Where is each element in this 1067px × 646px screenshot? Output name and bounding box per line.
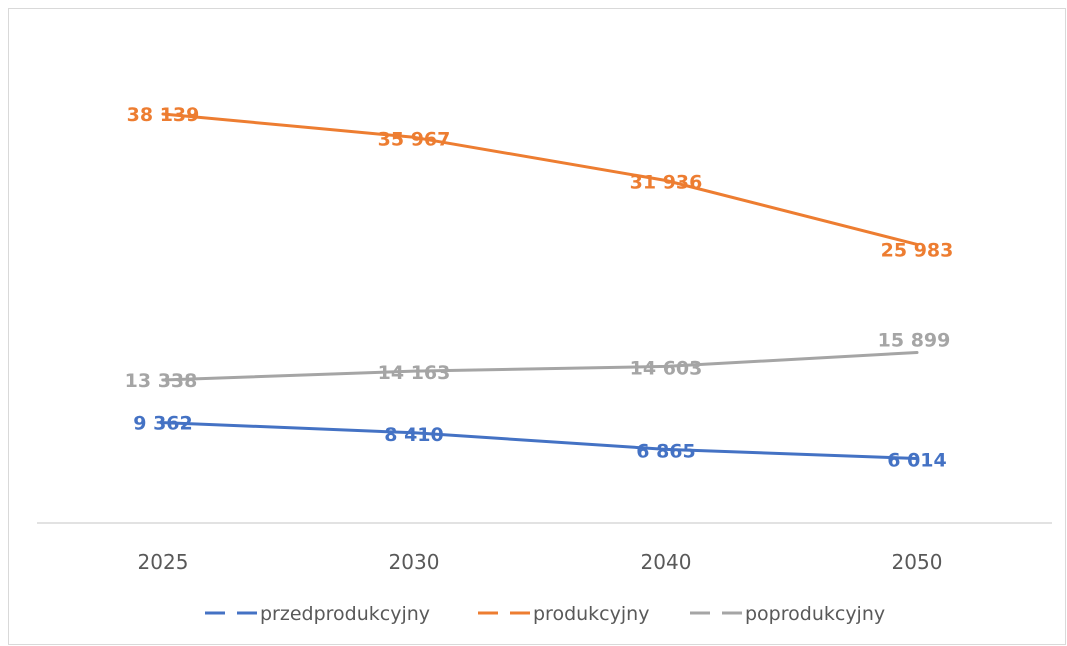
series-line-poprodukcyjny xyxy=(161,351,919,382)
x-tick-label: 2040 xyxy=(641,550,692,574)
legend: przedprodukcyjny produkcyjny poprodukcyjny xyxy=(205,603,885,625)
data-labels: 9 362 8 410 6 865 6 014 38 139 35 967 31 936 25… xyxy=(125,104,954,472)
data-label: 6 865 xyxy=(636,440,696,462)
data-label: 15 899 xyxy=(878,330,951,352)
x-axis-ticks: 2025 2030 2040 2050 xyxy=(138,550,943,574)
data-label: 31 936 xyxy=(630,172,703,194)
data-label: 35 967 xyxy=(378,128,451,150)
data-label: 6 014 xyxy=(887,450,947,472)
x-tick-label: 2025 xyxy=(138,550,189,574)
legend-label: produkcyjny xyxy=(533,603,649,625)
legend-label: poprodukcyjny xyxy=(745,603,885,625)
chart-frame xyxy=(8,8,1066,645)
legend-label: przedprodukcyjny xyxy=(260,603,430,625)
series-lines xyxy=(161,112,919,460)
data-label: 25 983 xyxy=(881,239,954,261)
series-line-produkcyjny xyxy=(161,112,919,246)
data-label: 9 362 xyxy=(133,413,193,435)
data-label: 13 338 xyxy=(125,370,198,392)
data-label: 38 139 xyxy=(127,104,200,126)
x-tick-label: 2050 xyxy=(892,550,943,574)
x-tick-label: 2030 xyxy=(389,550,440,574)
data-label: 14 603 xyxy=(630,357,703,379)
series-line-przedprodukcyjny xyxy=(161,421,919,460)
data-label: 14 163 xyxy=(378,362,451,384)
data-label: 8 410 xyxy=(384,424,444,446)
